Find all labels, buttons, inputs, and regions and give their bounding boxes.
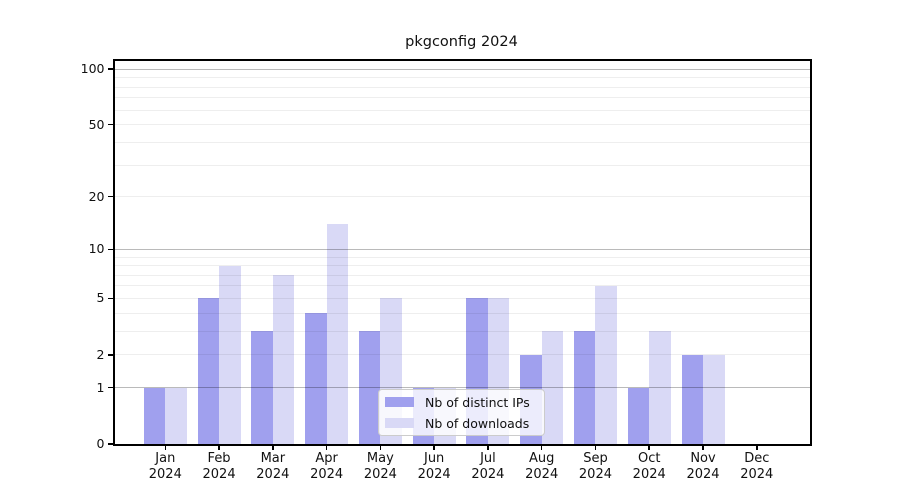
x-tick-jun <box>433 446 435 450</box>
x-tick-jul <box>487 446 489 450</box>
x-tick-oct <box>648 446 650 450</box>
bar-ips-may <box>358 331 381 444</box>
gridline-minor-70 <box>114 97 810 99</box>
gridline-minor-60 <box>114 109 810 111</box>
gridline-major-10 <box>114 248 810 250</box>
gridline-minor-50 <box>114 124 810 126</box>
gridline-minor-4 <box>114 312 810 314</box>
x-tick-may <box>379 446 382 450</box>
gridline-major-100 <box>114 68 810 70</box>
bar-ips-jan <box>143 387 166 444</box>
y-tick-1 <box>107 386 113 389</box>
gridline-minor-5 <box>114 297 810 299</box>
bar-downloads-apr <box>326 224 349 444</box>
x-tick-label-oct: Oct 2024 <box>632 451 666 482</box>
gridline-minor-3 <box>114 330 810 332</box>
x-tick-label-sep: Sep 2024 <box>578 451 612 482</box>
y-tick-10 <box>107 248 113 250</box>
x-tick-label-nov: Nov 2024 <box>686 451 720 482</box>
legend: Nb of distinct IPs Nb of downloads <box>378 389 545 436</box>
gridline-minor-20 <box>114 196 810 198</box>
x-tick-jan <box>164 446 167 450</box>
y-tick-2 <box>107 354 113 356</box>
gridline-minor-2 <box>114 354 810 356</box>
x-tick-label-jun: Jun 2024 <box>417 451 451 482</box>
y-tick-label-2: 2 <box>96 346 105 362</box>
y-tick-20 <box>107 195 113 198</box>
gridline-major-1 <box>114 387 810 389</box>
gridline-minor-80 <box>114 86 810 88</box>
gridline-minor-9 <box>114 256 810 258</box>
x-tick-label-dec: Dec 2024 <box>740 451 774 482</box>
y-tick-0 <box>107 443 113 445</box>
spine-left <box>112 59 115 446</box>
bar-ips-feb <box>197 298 220 444</box>
gridline-minor-30 <box>114 164 810 166</box>
bar-downloads-feb <box>219 265 241 444</box>
y-tick-label-10: 10 <box>88 241 105 257</box>
bar-downloads-aug <box>541 331 564 444</box>
y-tick-label-50: 50 <box>88 116 105 132</box>
bar-ips-apr <box>305 313 327 444</box>
x-tick-aug <box>540 446 543 450</box>
legend-swatch-distinct-ips <box>385 397 414 407</box>
legend-item-downloads: Nb of downloads <box>385 415 544 432</box>
y-tick-label-0: 0 <box>96 436 105 451</box>
y-tick-label-5: 5 <box>96 290 105 306</box>
x-tick-label-feb: Feb 2024 <box>202 451 236 482</box>
x-tick-label-jan: Jan 2024 <box>148 451 182 482</box>
bar-downloads-jan <box>165 387 187 444</box>
spine-top <box>112 59 812 61</box>
x-tick-label-jul: Jul 2024 <box>471 451 505 482</box>
x-tick-mar <box>272 446 274 450</box>
bar-ips-oct <box>627 387 650 444</box>
y-tick-5 <box>107 297 113 300</box>
legend-label-distinct-ips: Nb of distinct IPs <box>425 394 530 410</box>
gridline-minor-8 <box>114 265 810 267</box>
legend-label-downloads: Nb of downloads <box>425 415 530 431</box>
spine-right <box>809 59 812 446</box>
y-tick-50 <box>107 123 113 126</box>
bar-ips-sep <box>573 331 596 444</box>
y-tick-label-1: 1 <box>96 379 105 395</box>
x-tick-dec <box>756 446 758 450</box>
y-tick-label-100: 100 <box>80 61 105 77</box>
x-tick-label-apr: Apr 2024 <box>310 451 344 482</box>
x-tick-sep <box>594 446 597 450</box>
chart-title: pkgconfig 2024 <box>405 34 518 50</box>
legend-swatch-downloads <box>385 418 414 428</box>
gridline-minor-6 <box>114 285 810 287</box>
x-tick-label-mar: Mar 2024 <box>256 451 290 482</box>
x-tick-label-aug: Aug 2024 <box>525 451 559 482</box>
x-tick-nov <box>702 446 704 450</box>
gridline-minor-90 <box>114 77 810 79</box>
bar-ips-nov <box>681 354 703 444</box>
x-tick-feb <box>218 446 220 450</box>
y-tick-100 <box>107 68 113 70</box>
bar-downloads-mar <box>272 275 295 444</box>
legend-item-distinct-ips: Nb of distinct IPs <box>385 394 544 411</box>
x-tick-label-may: May 2024 <box>363 451 397 482</box>
bar-downloads-sep <box>595 285 617 444</box>
bar-downloads-oct <box>649 331 671 444</box>
x-tick-apr <box>325 446 328 450</box>
y-tick-label-20: 20 <box>88 188 105 204</box>
bar-ips-mar <box>251 331 273 444</box>
gridline-minor-40 <box>114 141 810 143</box>
spine-bottom <box>112 444 812 446</box>
gridline-minor-7 <box>114 274 810 276</box>
bar-downloads-nov <box>703 354 725 444</box>
